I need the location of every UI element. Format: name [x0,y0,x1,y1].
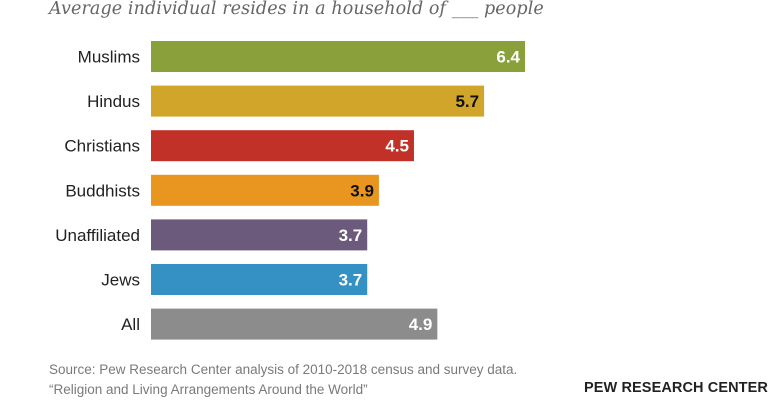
bar [151,219,368,251]
value-label: 6.4 [496,48,520,67]
source-line-2: “Religion and Living Arrangements Around… [49,382,368,397]
bar-group-all: All 4.9 [121,308,438,340]
bar-group-hindus: Hindus 5.7 [87,85,485,117]
bar-group-christians: Christians 4.5 [64,130,414,162]
category-label: Jews [101,271,140,290]
category-label: Buddhists [65,181,140,200]
value-label: 5.7 [455,92,479,111]
value-label: 4.5 [385,137,409,156]
bar-group-muslims: Muslims 6.4 [78,41,525,72]
source-line-1: Source: Pew Research Center analysis of … [49,362,518,377]
bar-group-buddhists: Buddhists 3.9 [65,174,379,206]
bar-group-unaffiliated: Unaffiliated 3.7 [55,219,368,251]
bar-group-jews: Jews 3.7 [101,264,368,295]
category-label: Hindus [87,92,140,111]
bar-chart: Muslims 6.4 Hindus 5.7 Christians 4.5 Buddhist… [55,41,525,340]
bar [151,308,438,340]
bar [151,85,485,117]
bar [151,130,414,162]
bar [151,174,379,206]
category-label: All [121,315,140,334]
category-label: Christians [64,137,140,156]
value-label: 4.9 [409,315,433,334]
brand-logo-text: PEW RESEARCH CENTER [584,380,768,396]
value-label: 3.9 [350,181,374,200]
bar [151,41,525,72]
value-label: 3.7 [339,271,363,290]
category-label: Unaffiliated [55,226,140,245]
value-label: 3.7 [339,226,363,245]
bar [151,264,368,295]
source-note: Source: Pew Research Center analysis of … [49,360,517,400]
chart-subtitle: Average individual resides in a househol… [49,0,544,19]
category-label: Muslims [78,48,140,67]
